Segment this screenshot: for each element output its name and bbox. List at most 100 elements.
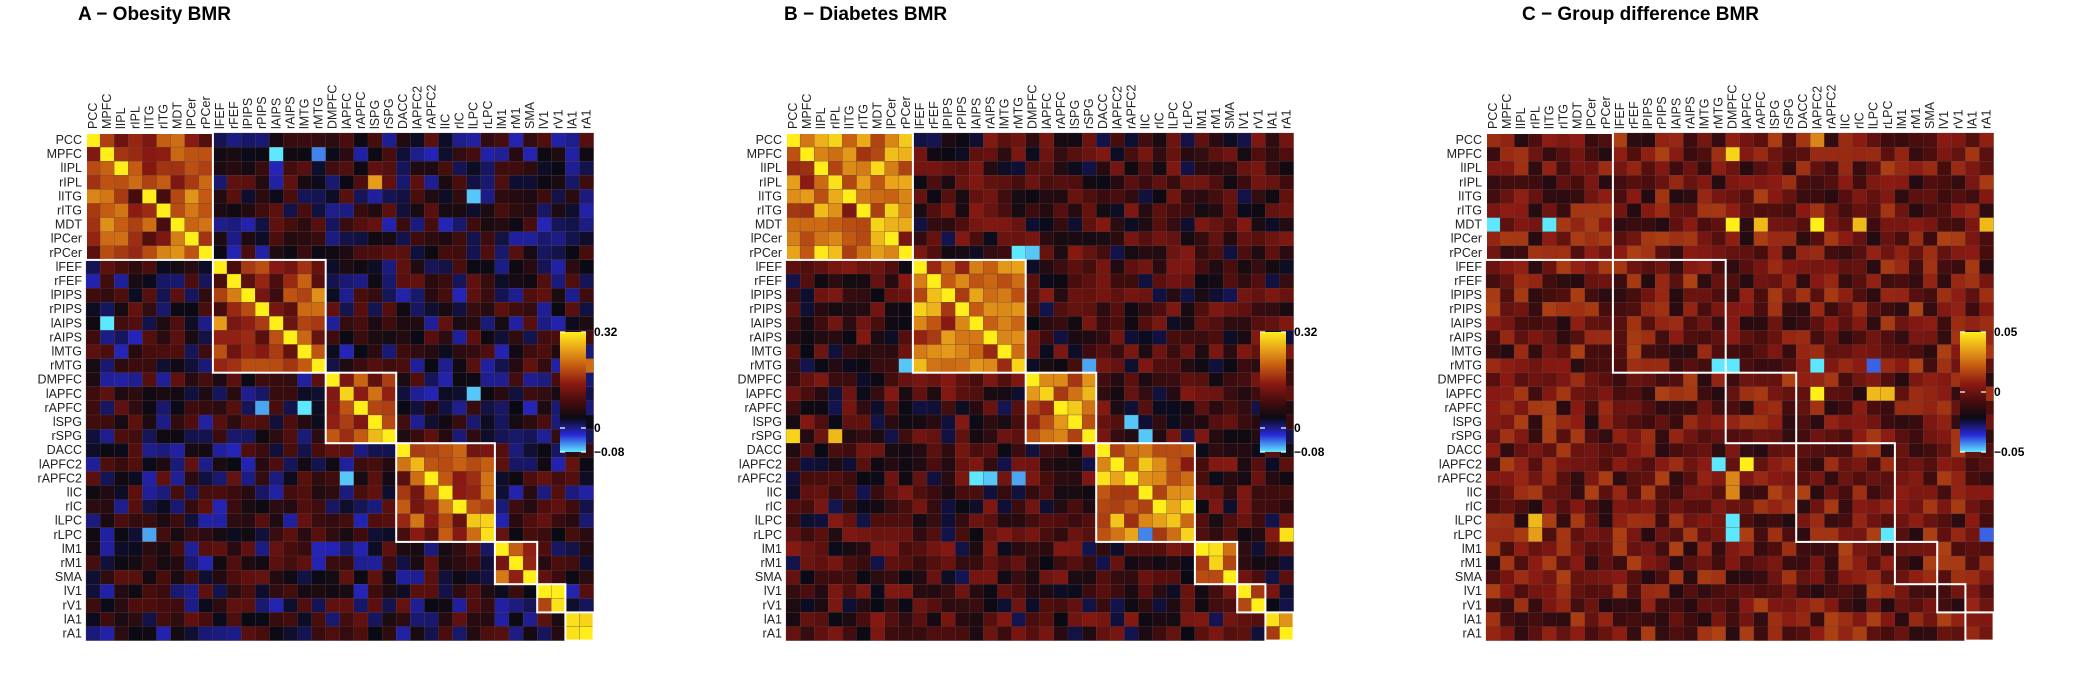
heatmap-cell: [1152, 189, 1167, 204]
heatmap-cell: [311, 273, 326, 289]
heatmap-cell: [1279, 541, 1294, 557]
heatmap-cell: [255, 344, 270, 359]
heatmap-cell: [1612, 316, 1628, 331]
heatmap-cell: [1669, 569, 1684, 585]
heatmap-cell: [1894, 372, 1910, 387]
heatmap-cell: [912, 372, 928, 387]
heatmap-cell: [1152, 302, 1167, 317]
heatmap-cell: [1683, 443, 1698, 458]
heatmap-cell: [311, 386, 326, 402]
heatmap-cell: [99, 161, 115, 176]
heatmap-cell: [814, 499, 829, 514]
heatmap-cell: [1937, 428, 1952, 444]
heatmap-cell: [508, 443, 524, 458]
heatmap-cell: [1584, 569, 1599, 585]
heatmap-cell: [114, 457, 129, 472]
heatmap-cell: [1810, 386, 1825, 402]
heatmap-cell: [522, 217, 538, 232]
heatmap-cell: [1965, 584, 1980, 599]
heatmap-cell: [842, 612, 857, 627]
heatmap-cell: [1025, 457, 1040, 472]
heatmap-cell: [508, 400, 524, 416]
heatmap-cell: [1138, 203, 1153, 218]
heatmap-cell: [381, 400, 397, 416]
heatmap-cell: [494, 302, 510, 317]
column-label: lMTG: [997, 98, 1011, 129]
heatmap-cell: [1556, 146, 1571, 162]
heatmap-cell: [410, 302, 425, 317]
heatmap-cell: [1612, 231, 1628, 246]
heatmap-cell: [1152, 457, 1167, 472]
heatmap-cell: [1810, 245, 1825, 261]
heatmap-cell: [184, 612, 199, 627]
heatmap-cell: [551, 217, 566, 232]
heatmap-cell: [1081, 175, 1097, 190]
heatmap-cell: [1096, 146, 1111, 162]
heatmap-cell: [1725, 259, 1740, 275]
heatmap-cell: [1880, 344, 1896, 359]
heatmap-cell: [1838, 527, 1853, 543]
heatmap-cell: [828, 372, 843, 387]
heatmap-cell: [508, 132, 524, 148]
heatmap-cell: [1697, 330, 1712, 345]
heatmap-cell: [1669, 626, 1684, 641]
heatmap-cell: [311, 626, 326, 641]
heatmap-cell: [438, 245, 453, 261]
heatmap-cell: [466, 372, 481, 387]
heatmap-cell: [579, 203, 594, 218]
row-label: lAIPS: [51, 316, 82, 330]
heatmap-cell: [508, 471, 524, 486]
heatmap-cell: [367, 175, 383, 190]
heatmap-cell: [1739, 358, 1755, 373]
heatmap-cell: [799, 189, 815, 204]
heatmap-cell: [1570, 471, 1585, 486]
heatmap-cell: [842, 527, 857, 543]
heatmap-cell: [114, 414, 129, 430]
heatmap-cell: [1138, 471, 1153, 486]
heatmap-cell: [1753, 386, 1769, 402]
heatmap-cell: [940, 231, 956, 246]
heatmap-cell: [884, 161, 899, 176]
heatmap-cell: [1683, 485, 1698, 500]
heatmap-cell: [1922, 161, 1938, 176]
heatmap-cell: [884, 400, 899, 416]
heatmap-cell: [856, 485, 871, 500]
heatmap-cell: [1485, 626, 1501, 641]
heatmap-cell: [396, 584, 411, 599]
heatmap-cell: [466, 203, 481, 218]
heatmap-cell: [1669, 330, 1684, 345]
heatmap-cell: [1110, 372, 1125, 387]
heatmap-cell: [1937, 569, 1952, 585]
heatmap-cell: [1110, 132, 1125, 148]
heatmap-cell: [466, 259, 481, 275]
heatmap-cell: [1194, 330, 1210, 345]
heatmap-cell: [1598, 386, 1614, 402]
heatmap-cell: [1067, 513, 1083, 528]
heatmap-cell: [1570, 414, 1585, 430]
heatmap-cell: [1922, 457, 1938, 472]
heatmap-cell: [283, 316, 298, 331]
heatmap-cell: [1011, 316, 1026, 331]
heatmap-cell: [828, 259, 843, 275]
heatmap-cells: [1485, 132, 1994, 641]
heatmap-cell: [1222, 386, 1238, 402]
heatmap-cell: [1880, 626, 1896, 641]
heatmap-cell: [494, 400, 510, 416]
heatmap-cell: [814, 372, 829, 387]
heatmap-cell: [1810, 541, 1825, 557]
heatmap-cell: [997, 414, 1012, 430]
heatmap-cell: [1053, 471, 1069, 486]
row-label: rSPG: [751, 429, 782, 443]
heatmap-cell: [142, 203, 157, 218]
heatmap-cell: [1739, 132, 1755, 148]
heatmap-cell: [466, 471, 481, 486]
row-label: lM1: [62, 542, 82, 556]
heatmap-cell: [297, 302, 312, 317]
heatmap-cell: [1767, 457, 1783, 472]
heatmap-cell: [785, 302, 801, 317]
heatmap-cell: [1222, 555, 1238, 571]
heatmap-cell: [969, 513, 984, 528]
heatmap-cell: [1739, 443, 1755, 458]
heatmap-cell: [1570, 372, 1585, 387]
heatmap-cell: [212, 598, 228, 613]
